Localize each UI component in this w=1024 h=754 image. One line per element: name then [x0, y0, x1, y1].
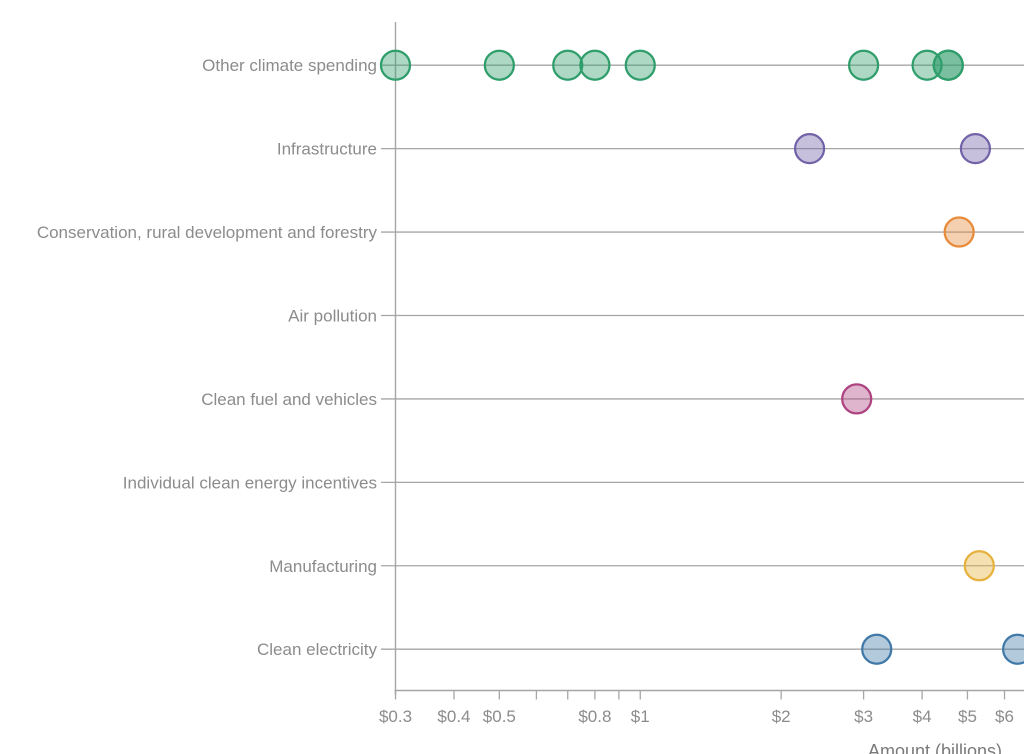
- x-tick-label: $3: [854, 707, 873, 726]
- x-tick-label: $4: [913, 707, 932, 726]
- data-dot[interactable]: [624, 49, 656, 81]
- data-dot[interactable]: [1002, 633, 1024, 665]
- data-dot[interactable]: [932, 49, 964, 81]
- category-label: Individual clean energy incentives: [123, 473, 377, 492]
- category-label: Manufacturing: [269, 557, 377, 576]
- category-label: Infrastructure: [277, 140, 377, 159]
- data-dot[interactable]: [552, 49, 584, 81]
- data-dot[interactable]: [959, 133, 992, 165]
- data-dot[interactable]: [579, 49, 611, 81]
- category-label: Conservation, rural development and fore…: [37, 223, 378, 242]
- data-dot[interactable]: [379, 49, 412, 81]
- data-dot[interactable]: [841, 383, 873, 415]
- data-dot[interactable]: [943, 216, 975, 248]
- x-tick-label: $0.3: [379, 707, 412, 726]
- x-tick-label: $0.4: [437, 707, 470, 726]
- category-label: Clean fuel and vehicles: [201, 390, 377, 409]
- x-tick-label: $6: [995, 707, 1014, 726]
- data-dot[interactable]: [483, 49, 515, 81]
- x-tick-label: $5: [958, 707, 977, 726]
- data-dot[interactable]: [793, 133, 826, 165]
- x-tick-label: $1: [631, 707, 650, 726]
- x-axis-title: Amount (billions): [867, 741, 1003, 754]
- category-label: Clean electricity: [257, 640, 377, 659]
- category-label: Air pollution: [288, 306, 377, 325]
- x-tick-label: $2: [772, 707, 791, 726]
- x-tick-label: $0.8: [578, 707, 611, 726]
- data-dot[interactable]: [847, 49, 880, 81]
- data-dot[interactable]: [963, 550, 995, 582]
- data-dot[interactable]: [911, 49, 943, 81]
- category-label: Other climate spending: [202, 56, 377, 75]
- x-tick-label: $0.5: [483, 707, 516, 726]
- data-dot[interactable]: [861, 633, 893, 665]
